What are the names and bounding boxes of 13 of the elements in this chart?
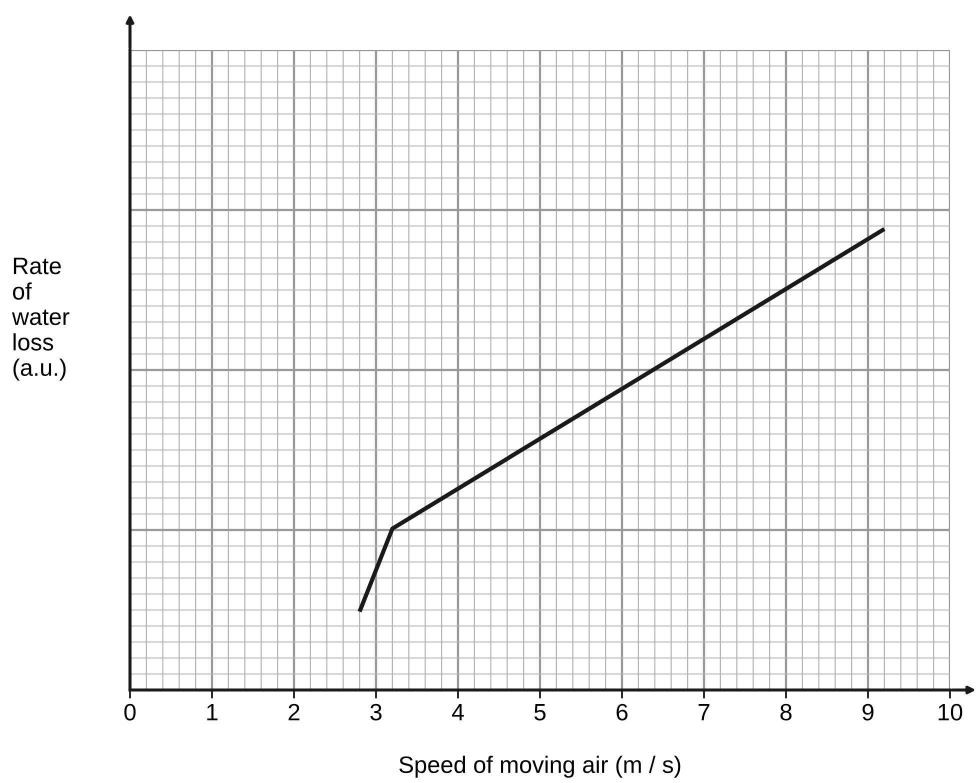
- x-tick-label: 2: [288, 704, 300, 720]
- x-tick-label: 6: [616, 704, 628, 721]
- x-tick-label: 3: [370, 704, 382, 721]
- x-tick-label: 4: [452, 704, 464, 720]
- x-tick-label: 1: [207, 704, 218, 720]
- x-axis-title: Speed of moving air (m / s): [399, 756, 680, 778]
- x-tick-label: 7: [698, 704, 710, 720]
- x-tick-label: 9: [862, 704, 874, 721]
- x-tick-label: 8: [780, 704, 792, 721]
- y-axis-title: Rate of water loss (a.u.): [12, 258, 70, 381]
- x-tick-label: 10: [938, 704, 962, 721]
- x-tick-label: 0: [124, 704, 136, 721]
- x-tick-label: 5: [534, 704, 546, 721]
